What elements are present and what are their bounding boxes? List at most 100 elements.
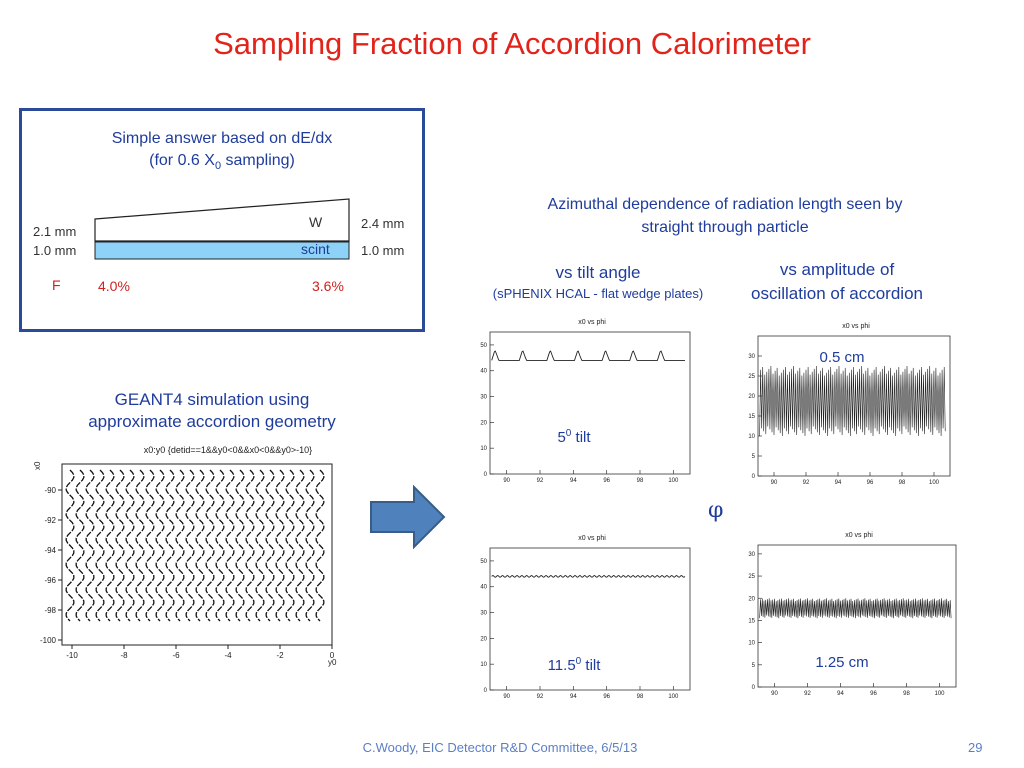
x-tick-label: 98 bbox=[637, 694, 644, 700]
sampling-fraction-right: 3.6% bbox=[312, 278, 344, 294]
tungsten-label: W bbox=[309, 214, 323, 230]
slide-title: Sampling Fraction of Accordion Calorimet… bbox=[213, 26, 811, 61]
plot-frame bbox=[489, 547, 691, 691]
geant-x-tick: -10 bbox=[66, 651, 78, 660]
sampling-fraction-left: 4.0% bbox=[98, 278, 130, 294]
scintillator-layer bbox=[94, 241, 350, 260]
x-tick-label: 92 bbox=[803, 480, 810, 486]
x-tick-label: 90 bbox=[771, 480, 778, 486]
azimuthal-line-1: Azimuthal dependence of radiation length… bbox=[547, 196, 903, 213]
amp-heading-2: oscillation of accordion bbox=[751, 284, 923, 303]
y-tick-label: 30 bbox=[748, 552, 755, 558]
plot-amp-1-25: x0 vs phi 0 5 10 15 20 25 30 90 92 94 96 98 100 1.25 c… bbox=[730, 527, 964, 701]
geant-caption-line-2: approximate accordion geometry bbox=[88, 412, 336, 431]
left-scint-thickness: 1.0 mm bbox=[33, 243, 77, 258]
x-tick-label: 94 bbox=[837, 691, 844, 697]
x-tick-label: 98 bbox=[637, 478, 644, 484]
plot-annotation: 50 tilt bbox=[557, 428, 591, 446]
geant-x-tick: 0 bbox=[330, 651, 335, 660]
y-tick-label: 15 bbox=[748, 414, 755, 420]
plot-frame bbox=[757, 335, 951, 477]
geant-caption-line-1: GEANT4 simulation using bbox=[114, 390, 310, 409]
sampling-fraction-label: F bbox=[52, 277, 61, 293]
tungsten-wedge bbox=[94, 198, 350, 242]
y-tick-label: 0 bbox=[752, 685, 756, 691]
geant-x-tick: -8 bbox=[120, 651, 128, 660]
right-scint-thickness: 1.0 mm bbox=[361, 243, 405, 258]
y-tick-label: 50 bbox=[480, 343, 487, 349]
x-tick-label: 96 bbox=[867, 480, 874, 486]
x-tick-label: 92 bbox=[804, 691, 811, 697]
y-tick-label: 50 bbox=[480, 559, 487, 565]
x-tick-label: 100 bbox=[668, 478, 679, 484]
geant-x-label: y0 bbox=[328, 658, 337, 667]
phi-symbol: φ bbox=[708, 498, 724, 523]
y-tick-label: 10 bbox=[748, 641, 755, 647]
geant-y-tick: -90 bbox=[44, 486, 56, 495]
x-tick-label: 92 bbox=[537, 694, 544, 700]
y-tick-label: 5 bbox=[752, 454, 756, 460]
right-tungsten-thickness: 2.4 mm bbox=[361, 216, 405, 231]
y-tick-label: 40 bbox=[480, 369, 487, 375]
page-number: 29 bbox=[968, 740, 983, 755]
amp-heading-1: vs amplitude of bbox=[779, 260, 895, 279]
x-tick-label: 96 bbox=[870, 691, 877, 697]
x-tick-label: 100 bbox=[668, 694, 679, 700]
geant-plot-title: x0:y0 {detid==1&&y0<0&&x0<0&&y0>-10} bbox=[144, 445, 312, 455]
right-arrow-icon bbox=[370, 484, 446, 550]
y-tick-label: 25 bbox=[748, 374, 755, 380]
x-tick-label: 96 bbox=[603, 478, 610, 484]
y-tick-label: 0 bbox=[484, 472, 488, 478]
geant-x-tick: -4 bbox=[224, 651, 232, 660]
plot-title: x0 vs phi bbox=[845, 532, 873, 539]
y-tick-label: 30 bbox=[748, 354, 755, 360]
tilt-subheading: (sPHENIX HCAL - flat wedge plates) bbox=[492, 286, 704, 301]
y-tick-label: 25 bbox=[748, 574, 755, 580]
x-tick-label: 94 bbox=[570, 694, 577, 700]
y-tick-label: 20 bbox=[748, 596, 755, 602]
x-tick-label: 90 bbox=[503, 694, 510, 700]
x-tick-label: 94 bbox=[570, 478, 577, 484]
y-tick-label: 10 bbox=[748, 434, 755, 440]
plot-tilt-5: x0 vs phi 0 10 20 30 40 50 90 92 94 96 98 100 50 tilt bbox=[462, 314, 698, 488]
plot-tilt-11-5: x0 vs phi 0 10 20 30 40 50 90 92 94 96 98 100 11.50 t… bbox=[462, 530, 698, 704]
x-tick-label: 98 bbox=[903, 691, 910, 697]
x-tick-label: 100 bbox=[929, 480, 940, 486]
y-tick-label: 30 bbox=[480, 611, 487, 617]
geant-y-tick: -100 bbox=[40, 636, 57, 645]
layer-diagram bbox=[94, 198, 350, 260]
geant-y-tick: -98 bbox=[44, 606, 56, 615]
y-tick-label: 15 bbox=[748, 618, 755, 624]
plot-frame bbox=[757, 544, 957, 688]
x-tick-label: 90 bbox=[503, 478, 510, 484]
left-tungsten-thickness: 2.1 mm bbox=[33, 224, 77, 239]
footer-citation: C.Woody, EIC Detector R&D Committee, 6/5… bbox=[362, 740, 638, 755]
geant-x-tick: -2 bbox=[276, 651, 284, 660]
estimate-line-2: (for 0.6 X0 sampling) bbox=[149, 152, 295, 173]
geant-y-tick: -94 bbox=[44, 546, 56, 555]
plot-title: x0 vs phi bbox=[578, 535, 606, 542]
data-line bbox=[759, 365, 946, 437]
y-tick-label: 20 bbox=[480, 636, 487, 642]
y-tick-label: 40 bbox=[480, 585, 487, 591]
y-tick-label: 5 bbox=[752, 663, 756, 669]
scint-label: scint bbox=[301, 241, 330, 257]
x-tick-label: 92 bbox=[537, 478, 544, 484]
x-tick-label: 98 bbox=[899, 480, 906, 486]
y-tick-label: 0 bbox=[484, 688, 488, 694]
x-tick-label: 94 bbox=[835, 480, 842, 486]
geant-geometry-plot: x0:y0 {detid==1&&y0<0&&x0<0&&y0>-10} x0 … bbox=[28, 440, 348, 670]
plot-amp-0-5: x0 vs phi 0 5 10 15 20 25 30 90 92 94 96 98 100 0.5 cm bbox=[730, 318, 958, 490]
estimate-line-1: Simple answer based on dE/dx bbox=[111, 130, 333, 147]
plot-title: x0 vs phi bbox=[842, 323, 870, 330]
y-tick-label: 20 bbox=[748, 394, 755, 400]
data-line bbox=[759, 598, 952, 619]
y-tick-label: 20 bbox=[480, 420, 487, 426]
geant-y-tick: -92 bbox=[44, 516, 56, 525]
geant-accordion-curves bbox=[65, 469, 325, 622]
estimate-box bbox=[19, 108, 425, 332]
azimuthal-line-2: straight through particle bbox=[641, 219, 809, 236]
x-tick-label: 90 bbox=[771, 691, 778, 697]
plot-title: x0 vs phi bbox=[578, 319, 606, 326]
plot-annotation: 0.5 cm bbox=[819, 349, 864, 366]
